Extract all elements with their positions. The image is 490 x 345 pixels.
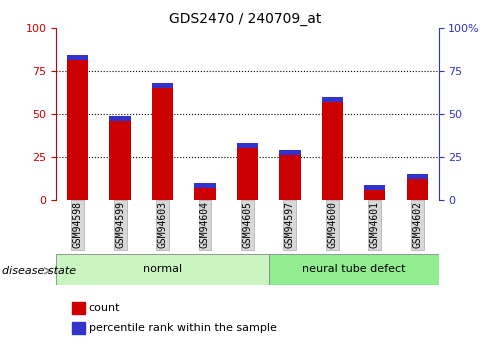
Bar [67,55,88,60]
Text: count: count [89,303,121,313]
Bar [152,83,173,200]
Bar [152,83,173,88]
Bar [56,254,269,285]
Bar [195,183,216,200]
Bar [364,185,386,190]
Text: normal: normal [143,264,182,274]
Text: GSM94602: GSM94602 [412,201,422,248]
Bar [407,174,428,179]
Bar [109,116,131,200]
Text: percentile rank within the sample: percentile rank within the sample [89,323,277,333]
Text: GSM94603: GSM94603 [157,201,168,248]
Text: GSM94598: GSM94598 [73,201,83,248]
Text: neural tube defect: neural tube defect [302,264,405,274]
Bar [269,254,439,285]
Text: GDS2470 / 240709_at: GDS2470 / 240709_at [169,12,321,26]
Bar [364,185,386,200]
Bar [237,143,258,200]
Bar [279,150,300,200]
Bar [322,97,343,102]
Bar [109,116,131,121]
Bar [279,150,300,155]
Text: disease state: disease state [2,266,76,276]
Bar [72,322,85,334]
Text: GSM94597: GSM94597 [285,201,295,248]
Bar [67,55,88,200]
Text: GSM94605: GSM94605 [243,201,252,248]
Bar [195,183,216,188]
Bar [237,143,258,148]
Text: GSM94599: GSM94599 [115,201,125,248]
Bar [322,97,343,200]
Bar [407,174,428,200]
Text: GSM94600: GSM94600 [327,201,338,248]
Text: GSM94601: GSM94601 [370,201,380,248]
Text: GSM94604: GSM94604 [200,201,210,248]
Bar [72,302,85,314]
